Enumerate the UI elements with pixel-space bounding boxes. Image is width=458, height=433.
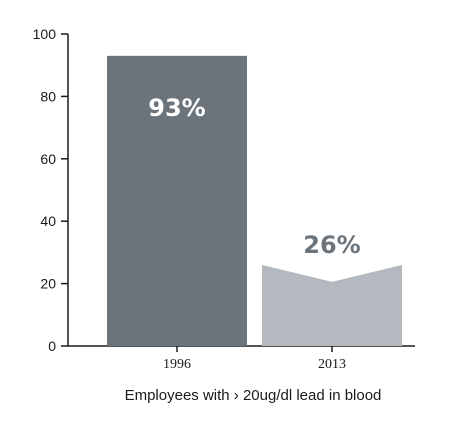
y-tick-label: 20	[40, 276, 56, 292]
y-tick-label: 80	[40, 88, 56, 104]
y-ticks: 0 20 40 60 80 100	[33, 26, 68, 354]
y-tick-label: 0	[48, 338, 56, 354]
y-tick-label: 60	[40, 151, 56, 167]
value-label-1996: 93%	[148, 94, 205, 122]
bars: 93% 26%	[107, 55, 402, 347]
x-tick-label: 2013	[318, 357, 346, 372]
value-label-2013: 26%	[303, 231, 360, 259]
y-tick-label: 40	[40, 213, 56, 229]
x-ticks: 1996 2013	[163, 346, 346, 372]
x-tick-label: 1996	[163, 357, 191, 372]
bar-1996	[107, 55, 247, 347]
bar-2013	[262, 264, 402, 346]
y-tick-label: 100	[33, 26, 57, 42]
x-axis-label: Employees with › 20ug/dl lead in blood	[125, 387, 382, 404]
